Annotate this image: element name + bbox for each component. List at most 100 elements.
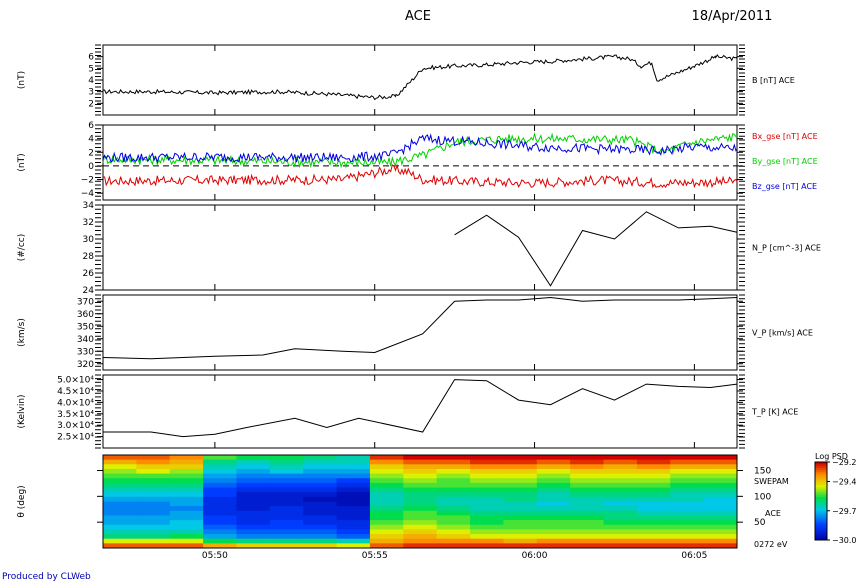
y-axis-label: (nT) <box>17 71 27 89</box>
heatmap-cell <box>203 455 237 461</box>
heatmap-cell <box>269 487 304 493</box>
heatmap-cell <box>536 543 571 549</box>
heatmap-cell <box>136 496 171 502</box>
heatmap-cell <box>603 506 638 512</box>
heatmap-cell <box>503 501 538 507</box>
heatmap-cell <box>636 506 671 512</box>
heatmap-cell <box>470 524 504 530</box>
heatmap-cell <box>103 492 137 498</box>
heatmap-cell <box>570 473 605 479</box>
heatmap-cell <box>303 529 338 535</box>
heatmap-cell <box>336 459 371 465</box>
heatmap-cell <box>269 524 304 530</box>
plot-frame <box>102 44 738 116</box>
y-tick-label: 5.0×10⁴ <box>57 376 94 386</box>
heatmap-cell <box>236 473 271 479</box>
heatmap-cell <box>670 538 705 544</box>
heatmap-cell <box>503 468 538 475</box>
y-tick-label: 3.0×10⁴ <box>57 421 94 431</box>
heatmap-cell <box>169 478 204 484</box>
heatmap-cell <box>536 524 571 530</box>
heatmap-cell <box>603 464 638 470</box>
series-label: By_gse [nT] ACE <box>752 157 818 166</box>
heatmap-cell <box>403 464 438 470</box>
heatmap-cell <box>203 468 237 475</box>
heatmap-cell <box>269 492 304 498</box>
heatmap-cell <box>403 510 438 516</box>
colorbar-segment <box>815 518 827 521</box>
heatmap-cell <box>369 459 404 465</box>
heatmap-cell <box>369 455 404 461</box>
heatmap-cell <box>570 534 605 540</box>
heatmap-cell <box>303 524 338 530</box>
heatmap-cell <box>136 515 171 521</box>
heatmap-cell <box>303 520 338 526</box>
x-tick-label: 06:00 <box>522 551 548 561</box>
heatmap-cell <box>336 455 371 461</box>
heatmap-cell <box>536 501 571 507</box>
colorbar-segment <box>815 536 827 539</box>
heatmap-cell <box>503 459 538 465</box>
heatmap-cell <box>136 534 171 540</box>
heatmap-cell <box>503 524 538 530</box>
heatmap-cell <box>503 529 538 535</box>
heatmap-cell <box>503 520 538 526</box>
heatmap-cell <box>303 482 338 489</box>
heatmap-cell <box>503 510 538 516</box>
colorbar-segment <box>815 520 827 523</box>
heatmap-cell <box>369 524 404 530</box>
heatmap-cell <box>670 515 705 521</box>
heatmap-cell <box>603 473 638 479</box>
heatmap-cell <box>403 468 438 475</box>
heatmap-cell <box>136 543 171 549</box>
heatmap-cell <box>603 482 638 489</box>
colorbar-segment <box>815 495 827 498</box>
y-tick-label: 24 <box>83 286 95 296</box>
heatmap-cell <box>636 543 671 549</box>
heatmap-cell <box>470 492 504 498</box>
heatmap-cell <box>603 534 638 540</box>
colorbar-segment <box>815 462 827 465</box>
heatmap-cell <box>303 515 338 521</box>
heatmap-cell <box>103 487 137 493</box>
heatmap-cell <box>303 510 338 516</box>
heatmap-cell <box>203 478 237 484</box>
heatmap-cell <box>369 501 404 507</box>
heatmap-cell <box>336 510 371 516</box>
heatmap-cell <box>703 459 738 465</box>
heatmap-cell <box>470 496 504 502</box>
colorbar-segment <box>815 528 827 531</box>
y-axis-label: (nT) <box>17 153 27 171</box>
energy-label: 0272 eV <box>754 540 788 549</box>
heatmap-cell <box>703 464 738 470</box>
heatmap-cell <box>570 543 605 549</box>
heatmap-cell <box>703 468 738 475</box>
x-tick-label: 05:50 <box>202 551 228 561</box>
heatmap-cell <box>236 506 271 512</box>
heatmap-cell <box>536 478 571 484</box>
heatmap-cell <box>470 487 504 493</box>
heatmap-cell <box>403 478 438 484</box>
heatmap-cell <box>403 524 438 530</box>
heatmap-cell <box>336 534 371 540</box>
instrument-label: SWEPAM <box>754 477 789 486</box>
panel-vp: (km/s) 320 330 340 350 360 370 V_P [km/s] ACE <box>17 294 813 371</box>
heatmap-cell <box>636 524 671 530</box>
series-line-btot-0 <box>102 53 738 101</box>
heatmap-cell <box>603 478 638 484</box>
y-tick-label: 2 <box>88 148 94 158</box>
colorbar-segment <box>815 512 827 516</box>
heatmap-cell <box>436 473 471 479</box>
heatmap-cell <box>536 515 571 521</box>
colorbar-segment <box>815 499 827 502</box>
heatmap-cell <box>636 459 671 465</box>
heatmap-cell <box>203 538 237 544</box>
y-tick-label: 26 <box>83 269 95 279</box>
heatmap-cell <box>536 529 571 535</box>
heatmap-cell <box>670 478 705 484</box>
heatmap-cell <box>136 506 171 512</box>
heatmap-cell <box>103 506 137 512</box>
heatmap-cell <box>570 487 605 493</box>
heatmap-cell <box>670 455 705 461</box>
heatmap-cell <box>470 482 504 489</box>
